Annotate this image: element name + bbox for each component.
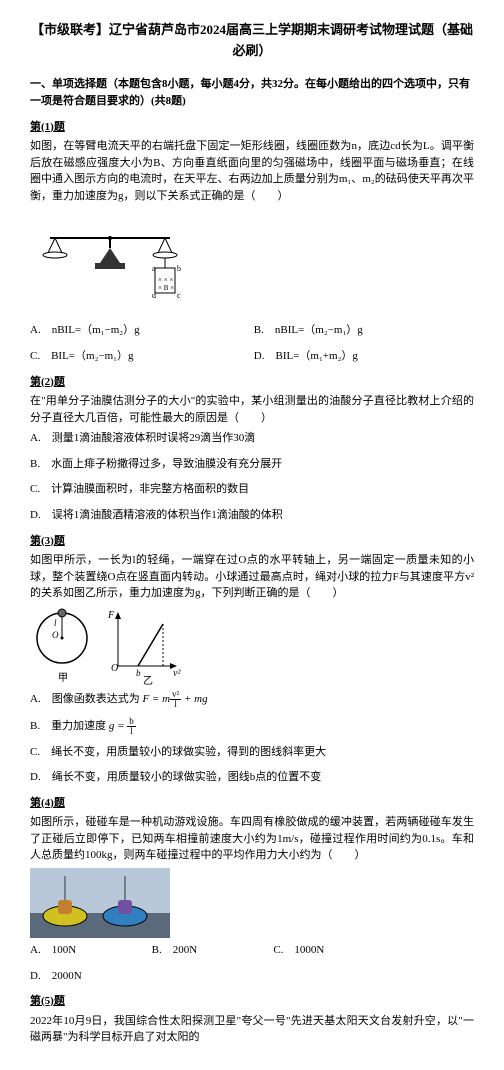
q2-opt-c: C. 计算油膜面积时，非完整方格面积的数目 (30, 481, 474, 499)
svg-text:l: l (54, 618, 57, 628)
svg-text:d: d (152, 291, 156, 300)
q3-figure-jia: O l 甲 (30, 606, 95, 686)
svg-text:O: O (111, 663, 118, 674)
q3-label: 第(3)题 (30, 533, 474, 551)
q2-opt-b: B. 水面上痱子粉撒得过多，导致油膜没有充分展开 (30, 456, 474, 474)
svg-text:v²: v² (173, 668, 181, 679)
q5-text: 2022年10月9日，我国综合性太阳探测卫星"夸父一号"先进天基太阳天文台发射升… (30, 1013, 474, 1046)
q2-label: 第(2)题 (30, 374, 474, 392)
q4-opt-d: D. 2000N (30, 968, 128, 986)
svg-text:F: F (107, 610, 115, 621)
exam-title: 【市级联考】辽宁省葫芦岛市2024届高三上学期期末调研考试物理试题（基础必刷） (30, 20, 474, 62)
svg-text:b: b (177, 264, 181, 273)
q3-opt-a: A. 图像函数表达式为 F = mv²l + mg (30, 690, 474, 709)
q3-figure-yi: F v² O b 乙 (103, 606, 183, 686)
q4-opt-c: C. 1000N (273, 942, 371, 960)
svg-text:b: b (136, 668, 141, 678)
svg-text:甲: 甲 (58, 673, 68, 684)
q1-label: 第(1)题 (30, 119, 474, 137)
svg-text:O: O (52, 630, 59, 640)
svg-text:乙: 乙 (143, 675, 153, 686)
q2-text: 在"用单分子油膜估测分子的大小"的实验中，某小组测量出的油酸分子直径比教材上介绍… (30, 393, 474, 426)
q2-options: A. 测量1滴油酸溶液体积时误将29滴当作30滴 B. 水面上痱子粉撒得过多，导… (30, 430, 474, 524)
svg-text:× B ×: × B × (158, 284, 174, 292)
q4-options: A. 100N B. 200N C. 1000N D. 2000N (30, 942, 474, 985)
q4-opt-a: A. 100N (30, 942, 128, 960)
q2-opt-d: D. 误将1滴油酸酒精溶液的体积当作1滴油酸的体积 (30, 507, 474, 525)
q3-text: 如图甲所示，一长为l的轻绳，一端穿在过O点的水平转轴上，另一端固定一质量未知的小… (30, 552, 474, 602)
svg-text:a: a (152, 264, 156, 273)
q1-text: 如图，在等臂电流天平的右端托盘下固定一矩形线圈，线圈匝数为n，底边cd长为L。调… (30, 138, 474, 204)
q1-opt-c: C. BIL=（m₂−m₁）g (30, 348, 230, 366)
q4-figure (30, 868, 170, 938)
svg-text:c: c (177, 291, 181, 300)
q1-figure: a b d c × × × × B × (30, 208, 190, 318)
q4-text: 如图所示，碰碰车是一种机动游戏设施。车四周有橡胶做成的缓冲装置，若两辆碰碰车发生… (30, 814, 474, 864)
q3-options: A. 图像函数表达式为 F = mv²l + mg B. 重力加速度 g = b… (30, 690, 474, 787)
q1-opt-a: A. nBIL=（m₁−m₂）g (30, 322, 230, 340)
svg-text:× × ×: × × × (158, 276, 173, 284)
section-1-heading: 一、单项选择题（本题包含8小题，每小题4分，共32分。在每小题给出的四个选项中，… (30, 76, 474, 111)
q1-opt-b: B. nBIL=（m₂−m₁）g (254, 322, 454, 340)
q1-opt-d: D. BIL=（m₁+m₂）g (254, 348, 454, 366)
q1-options: A. nBIL=（m₁−m₂）g B. nBIL=（m₂−m₁）g C. BIL… (30, 322, 474, 365)
q4-label: 第(4)题 (30, 795, 474, 813)
q2-opt-a: A. 测量1滴油酸溶液体积时误将29滴当作30滴 (30, 430, 474, 448)
q5-label: 第(5)题 (30, 993, 474, 1011)
q3-opt-b: B. 重力加速度 g = bl (30, 717, 474, 736)
q3-opt-c: C. 绳长不变，用质量较小的球做实验，得到的图线斜率更大 (30, 744, 474, 762)
q3-opt-d: D. 绳长不变，用质量较小的球做实验，图线b点的位置不变 (30, 769, 474, 787)
q4-opt-b: B. 200N (152, 942, 250, 960)
